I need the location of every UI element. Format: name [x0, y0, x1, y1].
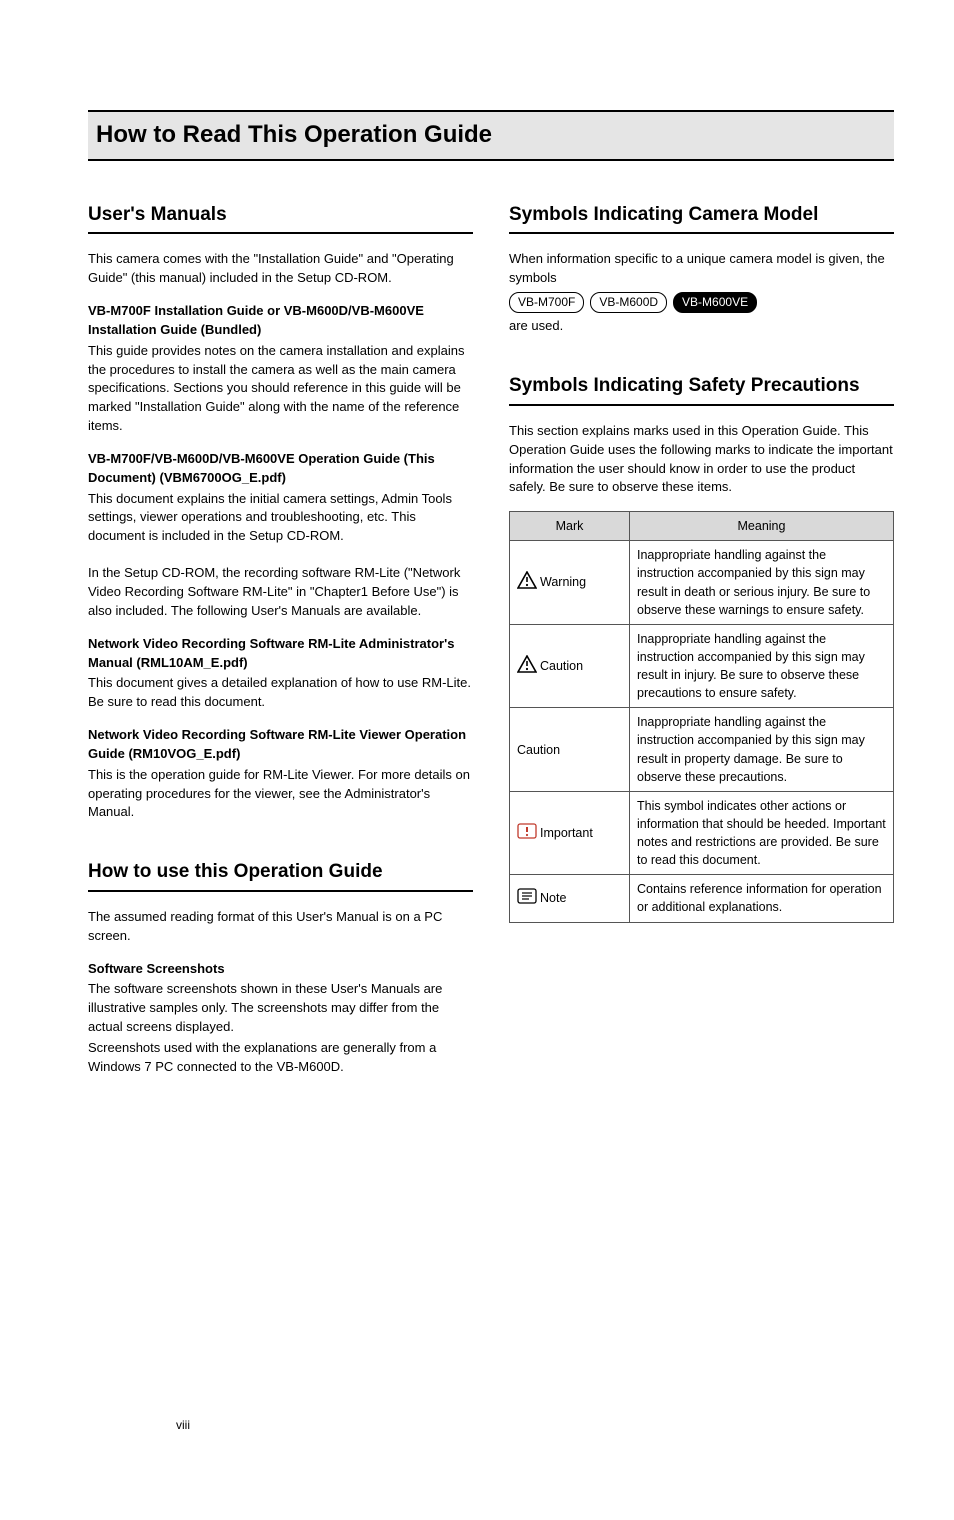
screenshots-desc-2: Screenshots used with the explanations a… — [88, 1039, 473, 1077]
camera-model-intro: When information specific to a unique ca… — [509, 250, 894, 288]
page-number: viii — [176, 1417, 190, 1434]
meaning-important: This symbol indicates other actions or i… — [630, 791, 894, 875]
col-mark: Mark — [510, 512, 630, 541]
two-column-layout: User's Manuals This camera comes with th… — [88, 201, 894, 1091]
mark-warning-label: Warning — [540, 575, 586, 589]
mark-warning: Warning — [510, 541, 630, 625]
table-row: Warning Inappropriate handling against t… — [510, 541, 894, 625]
note-icon — [517, 888, 537, 909]
reading-format: The assumed reading format of this User'… — [88, 908, 473, 946]
rm-lite-viewer-heading: Network Video Recording Software RM-Lite… — [88, 726, 473, 764]
camera-model-outro: are used. — [509, 317, 894, 336]
rm-lite-intro: In the Setup CD-ROM, the recording softw… — [88, 564, 473, 621]
badge-vb-m600d: VB-M600D — [590, 292, 667, 313]
software-screenshots-heading: Software Screenshots — [88, 960, 473, 979]
operation-guide-heading: VB-M700F/VB-M600D/VB-M600VE Operation Gu… — [88, 450, 473, 488]
table-row: Caution Inappropriate handling against t… — [510, 624, 894, 708]
rm-lite-admin-desc: This document gives a detailed explanati… — [88, 674, 473, 712]
col-meaning: Meaning — [630, 512, 894, 541]
table-row: Important This symbol indicates other ac… — [510, 791, 894, 875]
mark-important-label: Important — [540, 825, 593, 839]
meaning-note: Contains reference information for opera… — [630, 875, 894, 922]
table-row: Note Contains reference information for … — [510, 875, 894, 922]
install-guide-desc: This guide provides notes on the camera … — [88, 342, 473, 436]
mark-caution-triangle-label: Caution — [540, 658, 583, 672]
main-title: How to Read This Operation Guide — [88, 110, 894, 161]
intro-paragraph: This camera comes with the "Installation… — [88, 250, 473, 288]
mark-caution-plain: Caution — [510, 708, 630, 792]
operation-guide-desc: This document explains the initial camer… — [88, 490, 473, 547]
safety-intro: This section explains marks used in this… — [509, 422, 894, 497]
table-row: Caution Inappropriate handling against t… — [510, 708, 894, 792]
mark-caution-plain-label: Caution — [517, 743, 560, 757]
users-manuals-heading: User's Manuals — [88, 201, 473, 235]
table-header-row: Mark Meaning — [510, 512, 894, 541]
badge-vb-m600ve: VB-M600VE — [673, 292, 757, 313]
rm-lite-admin-heading: Network Video Recording Software RM-Lite… — [88, 635, 473, 673]
screenshots-desc-1: The software screenshots shown in these … — [88, 980, 473, 1037]
camera-model-symbols-heading: Symbols Indicating Camera Model — [509, 201, 894, 235]
safety-marks-table: Mark Meaning Warning Inappropriate handl… — [509, 511, 894, 922]
mark-note: Note — [510, 875, 630, 922]
meaning-warning: Inappropriate handling against the instr… — [630, 541, 894, 625]
left-column: User's Manuals This camera comes with th… — [88, 201, 473, 1091]
mark-caution-triangle: Caution — [510, 624, 630, 708]
meaning-caution-triangle: Inappropriate handling against the instr… — [630, 624, 894, 708]
mark-important: Important — [510, 791, 630, 875]
mark-note-label: Note — [540, 891, 566, 905]
rm-lite-viewer-desc: This is the operation guide for RM-Lite … — [88, 766, 473, 823]
badge-vb-m700f: VB-M700F — [509, 292, 584, 313]
meaning-caution-plain: Inappropriate handling against the instr… — [630, 708, 894, 792]
install-guide-heading: VB-M700F Installation Guide or VB-M600D/… — [88, 302, 473, 340]
caution-triangle-icon — [517, 655, 537, 678]
safety-precautions-heading: Symbols Indicating Safety Precautions — [509, 372, 894, 406]
important-icon — [517, 823, 537, 844]
right-column: Symbols Indicating Camera Model When inf… — [509, 201, 894, 1091]
warning-triangle-icon — [517, 571, 537, 594]
model-badge-row: VB-M700F VB-M600D VB-M600VE — [509, 292, 894, 313]
how-to-use-heading: How to use this Operation Guide — [88, 858, 473, 892]
